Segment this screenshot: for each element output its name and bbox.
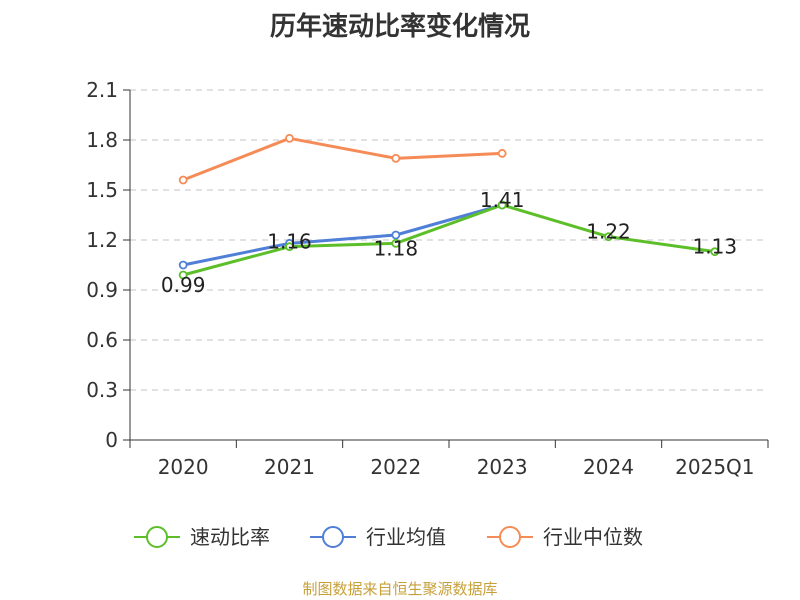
legend-label-2: 行业中位数 [543,525,643,549]
series-line-2 [181,136,504,182]
data-point [391,230,401,240]
data-point [710,247,720,257]
y-tick-label: 1.2 [86,228,118,252]
series-line-0 [181,203,717,277]
source-note: 制图数据来自恒生聚源数据库 [302,580,498,598]
y-tick-label: 0.9 [86,278,118,302]
data-point [285,242,294,252]
data-point [391,238,401,248]
data-label: 1.18 [374,236,419,260]
data-point [604,232,613,242]
data-label: 1.41 [480,188,525,212]
chart-title: 历年速动比率变化情况 [269,12,530,42]
x-tick-label: 2023 [477,455,528,479]
x-tick-label: 2022 [370,455,421,479]
legend-label-1: 行业均值 [366,525,446,549]
legend-label-0: 速动比率 [190,525,270,549]
x-tick-label: 2021 [264,455,315,479]
data-point [178,260,188,270]
series-layer [178,133,720,280]
data-label: 1.22 [586,220,631,244]
legend: 速动比率 行业均值 行业中位数 [134,525,643,549]
x-tick-label: 2024 [583,455,634,479]
data-label: 0.99 [161,273,206,297]
grid-layer [130,89,768,391]
data-label: 1.13 [693,235,738,259]
data-label-layer: 0.99 1.16 1.18 1.41 1.22 1.13 [161,188,737,297]
axis-layer: 0 0.3 0.6 0.9 1.2 1.5 1.8 2.1 2020 2021 2022 2023 20… [86,78,769,479]
y-tick-label: 2.1 [86,78,118,102]
data-point [285,133,294,143]
data-point [497,200,507,210]
y-tick-label: 0.3 [86,378,118,402]
x-tick-label: 2025Q1 [675,455,754,479]
legend-marker-0 [146,526,168,548]
y-tick-label: 1.8 [86,128,118,152]
y-tick-label: 0.6 [86,328,118,352]
series-line-1 [181,203,504,267]
legend-marker-2 [499,526,521,548]
data-point [497,148,507,158]
legend-marker-1 [322,526,344,548]
data-point [178,175,188,185]
data-point [178,270,188,280]
data-label: 1.16 [267,230,312,254]
y-tick-label: 1.5 [86,178,118,202]
y-tick-label: 0 [105,428,118,452]
x-tick-label: 2020 [158,455,209,479]
data-point [391,153,401,163]
